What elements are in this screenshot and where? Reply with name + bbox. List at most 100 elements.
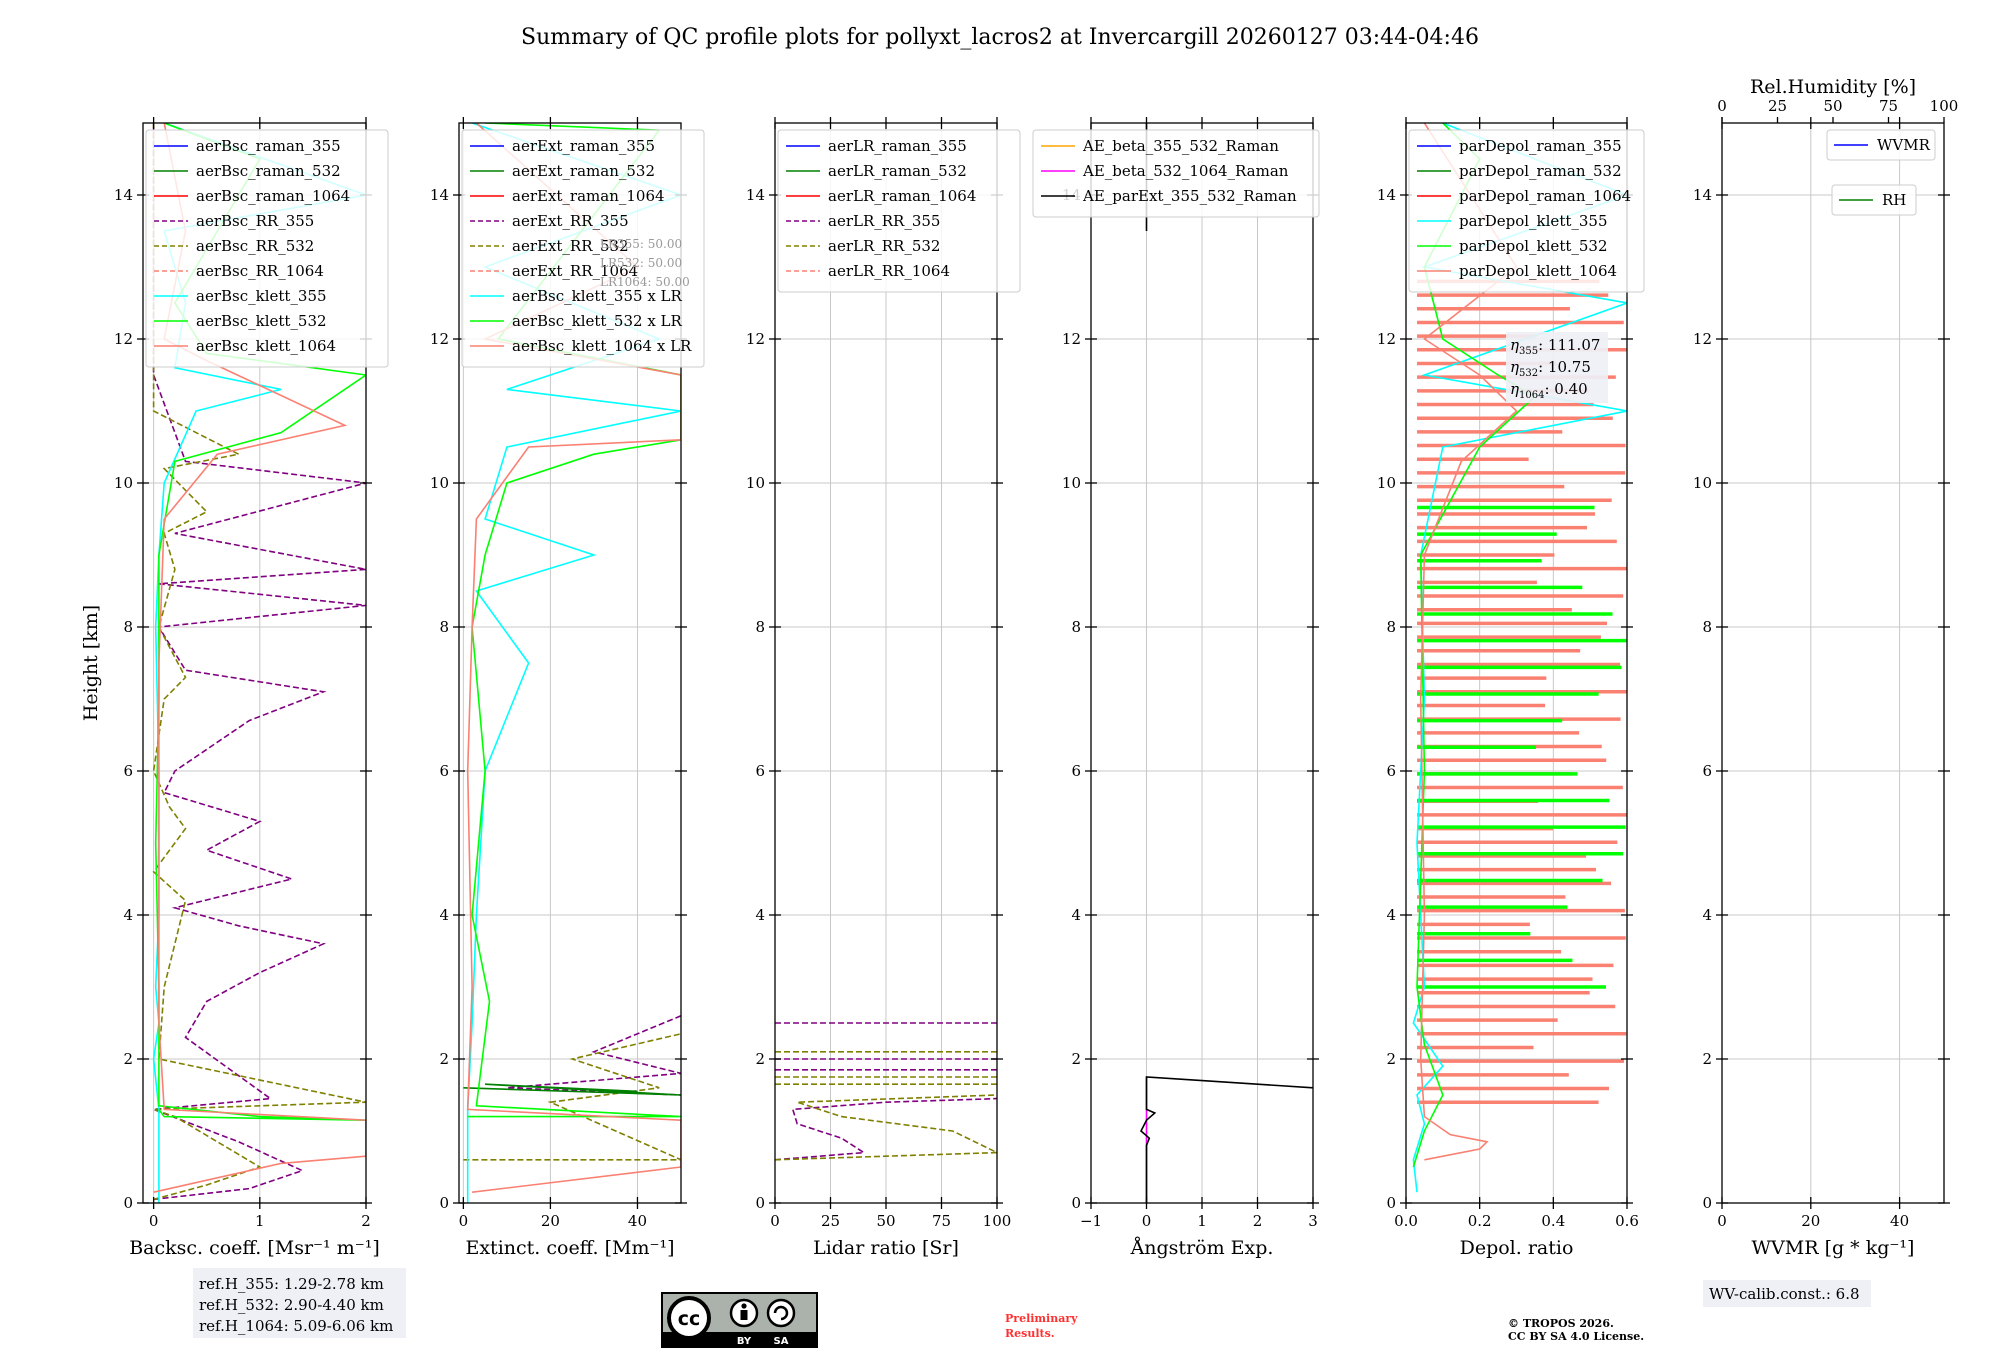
y-axis-label: Height [km] <box>80 605 102 721</box>
legend-label: aerLR_RR_532 <box>828 237 940 255</box>
legend-label: aerLR_RR_355 <box>828 212 940 230</box>
y-tick-label: 2 <box>1071 1050 1081 1068</box>
legend-box <box>145 129 389 368</box>
y-tick-label: 4 <box>123 906 133 924</box>
wv-calib-const: WV-calib.const.: 6.8 <box>1709 1285 1860 1303</box>
y-tick-label: 12 <box>1062 330 1081 348</box>
top-x-tick-label: 25 <box>1768 97 1787 115</box>
series-AE_parExt_355_532_Raman <box>1140 1076 1313 1203</box>
y-tick-label: 8 <box>1071 618 1081 636</box>
cc-logo-text: cc <box>678 1308 701 1330</box>
lr-label: LR532: 50.00 <box>600 256 682 270</box>
legend-label: aerBsc_klett_1064 x LR <box>512 337 692 355</box>
legend-lidarratio: aerLR_raman_355 aerLR_raman_532 aerLR_rama… <box>777 129 1021 293</box>
top-x-tick-label: 50 <box>1823 97 1842 115</box>
cc-by-sa-badge: cc BY SA <box>661 1292 818 1348</box>
y-tick-label: 12 <box>746 330 765 348</box>
axes-frame <box>142 122 367 1204</box>
by-label: BY <box>737 1336 752 1347</box>
y-tick-label: 6 <box>439 762 449 780</box>
y-tick-label: 14 <box>114 186 133 204</box>
legend-box <box>1032 129 1320 218</box>
series-aerExt_RR_355 <box>506 1015 681 1096</box>
by-icon-head <box>741 1303 747 1309</box>
wv-calib-box: WV-calib.const.: 6.8 <box>1703 1280 1871 1307</box>
x-axis-label: Backsc. coeff. [Msr⁻¹ m⁻¹] <box>129 1237 380 1259</box>
legend-label: parDepol_klett_532 <box>1459 237 1608 255</box>
y-tick-label: 8 <box>755 618 765 636</box>
legend-box <box>1831 184 1917 216</box>
y-tick-label: 10 <box>1693 474 1712 492</box>
y-tick-label: 0 <box>1386 1194 1396 1212</box>
ref-heights-box: ref.H_355: 1.29-2.78 km ref.H_532: 2.90-… <box>193 1268 406 1338</box>
y-tick-label: 14 <box>746 186 765 204</box>
legend-label: aerLR_raman_532 <box>828 162 967 180</box>
series-aerLR_RR_532 <box>775 1094 997 1161</box>
series-group <box>1140 123 1313 1203</box>
y-tick-label: 2 <box>439 1050 449 1068</box>
legend-wvmr: WVMR <box>1826 129 1936 161</box>
panel-depol: 0 2 4 6 8 10 12 14 0.0 0.2 0.4 0.6 Depol. ratio parDe… <box>1377 117 1645 1259</box>
series-aerExt_raman_532 <box>463 1083 681 1096</box>
eta-background <box>1506 332 1608 403</box>
y-tick-label: 8 <box>1702 618 1712 636</box>
legend-label: aerLR_raman_355 <box>828 137 967 155</box>
y-tick-label: 10 <box>430 474 449 492</box>
y-tick-label: 12 <box>1693 330 1712 348</box>
y-tick-label: 0 <box>439 1194 449 1212</box>
legend-backscatter: aerBsc_raman_355 aerBsc_raman_532 aerBsc_r… <box>145 129 389 368</box>
legend-label: aerBsc_RR_1064 <box>196 262 324 280</box>
y-tick-label: 4 <box>1702 906 1712 924</box>
legend-rh: RH <box>1831 184 1917 216</box>
x-axis-label: Depol. ratio <box>1460 1237 1574 1259</box>
eta-value-355: η355: 111.07 <box>1510 336 1600 357</box>
legend-label: aerBsc_klett_1064 <box>196 337 336 355</box>
x-tick-label: 2 <box>1253 1212 1263 1230</box>
preliminary-text-2: Results. <box>1005 1327 1055 1340</box>
y-tick-label: 6 <box>1386 762 1396 780</box>
series-aerExt_RR_532 <box>463 1033 681 1161</box>
x-tick-label: 3 <box>1308 1212 1318 1230</box>
x-tick-label: 0 <box>1717 1212 1727 1230</box>
y-tick-label: 8 <box>439 618 449 636</box>
x-tick-label: 20 <box>541 1212 560 1230</box>
x-tick-label: 25 <box>821 1212 840 1230</box>
legend-label: aerExt_RR_532 <box>512 237 629 255</box>
legend-label: aerBsc_raman_355 <box>196 137 341 155</box>
legend-box <box>461 129 705 368</box>
x-tick-label: 0.2 <box>1468 1212 1492 1230</box>
preliminary-text-1: Preliminary <box>1005 1312 1078 1325</box>
axes-frame <box>1405 122 1628 1204</box>
legend-label: AE_parExt_355_532_Raman <box>1082 187 1297 205</box>
y-tick-label: 2 <box>755 1050 765 1068</box>
legend-label: aerExt_raman_532 <box>512 162 655 180</box>
x-tick-label: 75 <box>932 1212 951 1230</box>
y-tick-label: 4 <box>1071 906 1081 924</box>
x-tick-label: 1 <box>1197 1212 1207 1230</box>
y-tick-label: 2 <box>1386 1050 1396 1068</box>
legend-label: aerBsc_klett_355 <box>196 287 327 305</box>
x-tick-label: 0.0 <box>1394 1212 1418 1230</box>
y-tick-label: 10 <box>1377 474 1396 492</box>
legend-label: aerExt_RR_355 <box>512 212 629 230</box>
legend-label: aerBsc_raman_532 <box>196 162 341 180</box>
hatch-group <box>1417 279 1627 1104</box>
legend-angstrom: AE_beta_355_532_Raman AE_beta_532_1064_Ra… <box>1032 129 1320 218</box>
y-tick-label: 14 <box>1693 186 1712 204</box>
y-tick-label: 8 <box>1386 618 1396 636</box>
legend-label: aerBsc_raman_1064 <box>196 187 350 205</box>
by-icon-body <box>740 1310 748 1320</box>
sa-label: SA <box>774 1336 789 1347</box>
panel-wvmr: 0 2 4 6 8 10 12 14 0 20 40 WVMR [g * kg⁻¹] 0 25 50 75 10… <box>1693 76 1958 1259</box>
cc-logo-icon <box>667 1296 711 1340</box>
series-parDepol_klett_1064 <box>1419 123 1518 1161</box>
y-tick-label: 4 <box>1386 906 1396 924</box>
legend-label: parDepol_raman_355 <box>1459 137 1622 155</box>
eta-value-1064: η1064: 0.40 <box>1510 380 1588 401</box>
legend-box <box>1408 129 1645 293</box>
legend-label: aerExt_raman_1064 <box>512 187 665 205</box>
legend-label: parDepol_raman_1064 <box>1459 187 1631 205</box>
